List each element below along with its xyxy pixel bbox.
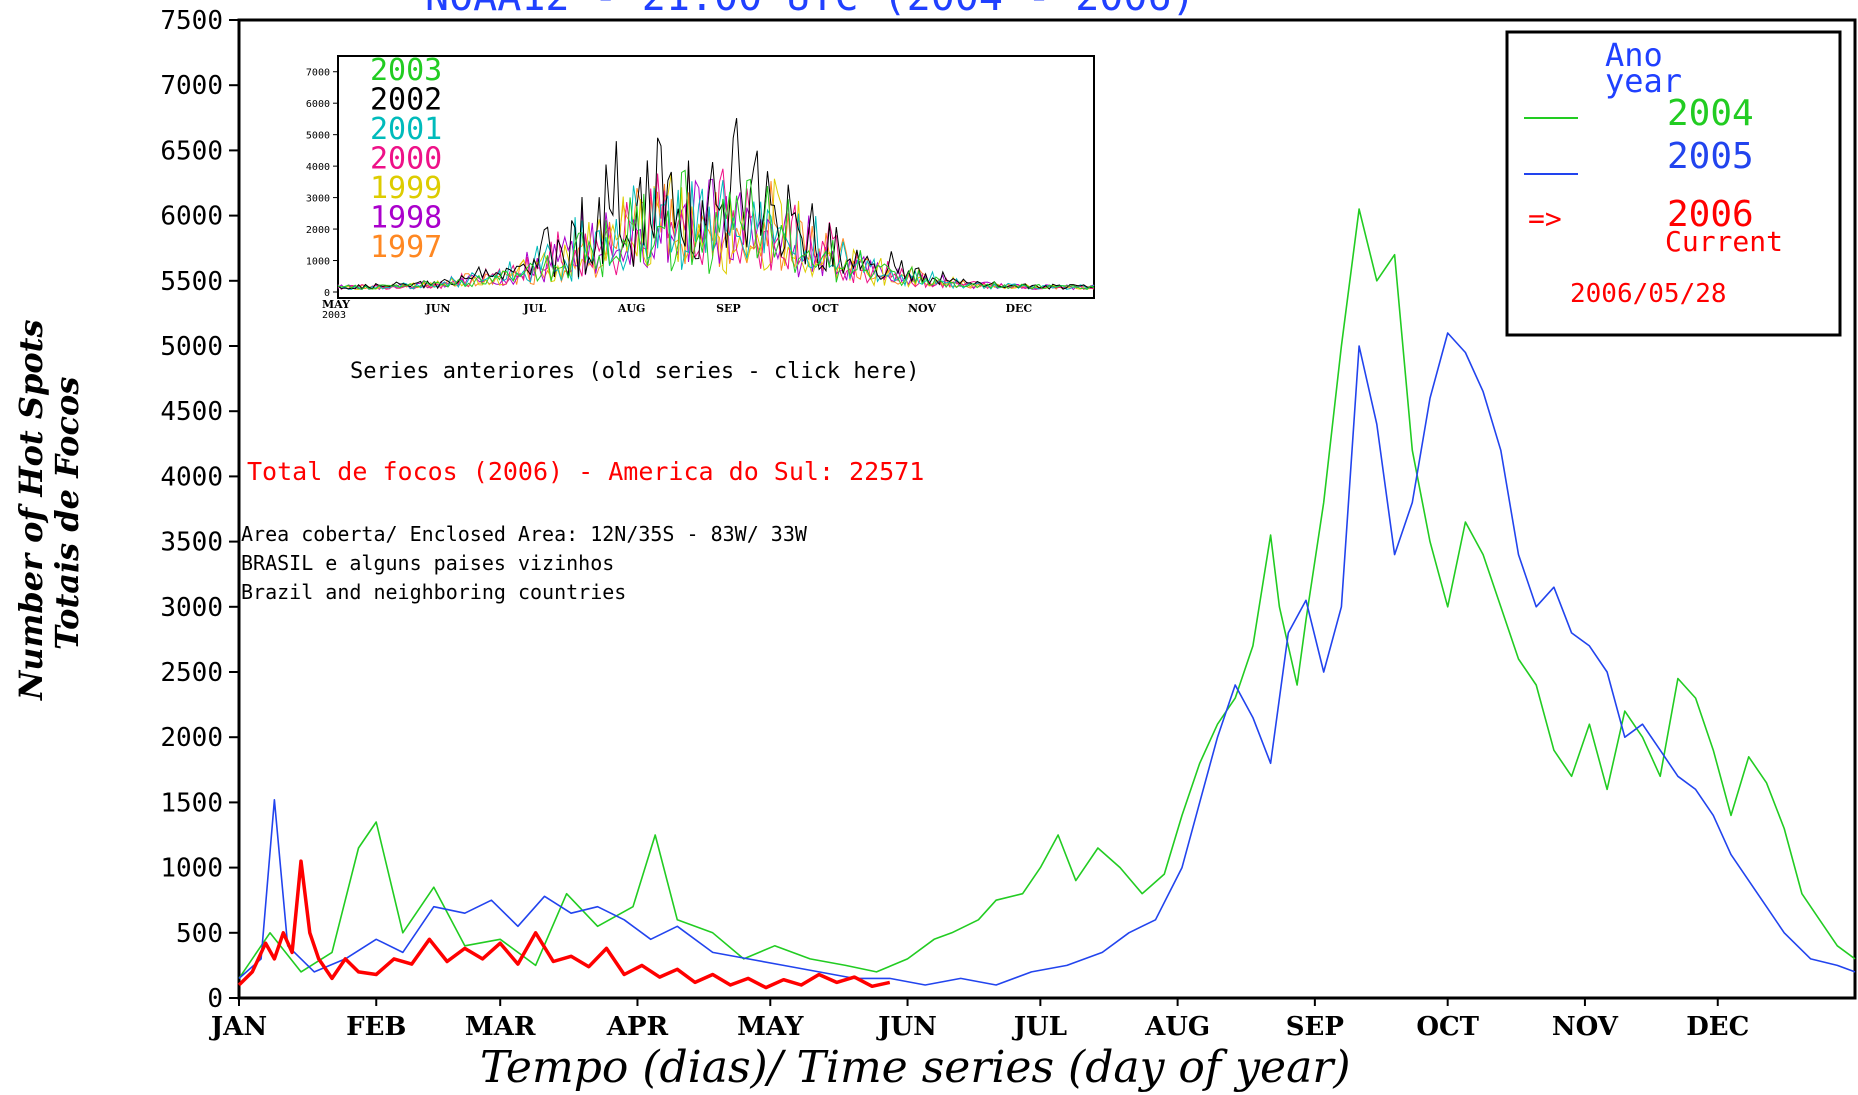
inset-x-tick-label: DEC <box>1005 302 1032 315</box>
inset-y-tick-label: 1000 <box>306 257 330 268</box>
series-line-2005 <box>238 332 1856 986</box>
inset-start-month: MAY <box>322 298 350 311</box>
y-tick-label: 5500 <box>160 267 223 297</box>
y-axis-ticks: 0 500 1000 1500 2000 2500 3000 3500 4000 4500 5000… <box>160 6 239 1014</box>
legend-heading-pt: Ano <box>1605 36 1663 74</box>
x-tick-label: DEC <box>1686 1012 1749 1042</box>
x-tick-label: SEP <box>1286 1012 1344 1042</box>
legend-date: 2006/05/28 <box>1570 279 1727 309</box>
x-tick-label: AUG <box>1144 1012 1210 1042</box>
y-tick-label: 7500 <box>160 6 223 36</box>
inset-year-label: 2001 <box>370 112 442 147</box>
legend-box <box>1505 30 1842 337</box>
inset-y-tick-label: 5000 <box>306 131 330 142</box>
x-tick-label: JAN <box>209 1012 267 1042</box>
y-tick-label: 7000 <box>160 71 223 101</box>
inset-year-label: 2002 <box>370 83 442 118</box>
y-tick-label: 4500 <box>160 397 223 427</box>
chart-title: NOAA12 - 21:00 UTC (2004 - 2006) <box>425 0 1196 20</box>
inset-x-tick-label: JUN <box>425 302 451 315</box>
inset-x-tick-label: SEP <box>716 302 741 315</box>
x-tick-label: NOV <box>1552 1012 1619 1042</box>
inset-x-tick-label: NOV <box>908 302 936 315</box>
legend-marker-2006: => <box>1528 202 1562 235</box>
area-annotation-1: Area coberta/ Enclosed Area: 12N/35S - 8… <box>241 522 808 546</box>
area-annotation-3: Brazil and neighboring countries <box>241 580 626 604</box>
x-tick-label: OCT <box>1416 1012 1479 1042</box>
series-lines <box>237 208 1856 990</box>
legend-label-2005: 2005 <box>1667 136 1754 177</box>
x-tick-label: JUN <box>876 1012 937 1042</box>
y-tick-label: 3500 <box>160 528 223 558</box>
inset-y-ticks: 0 1000 2000 3000 4000 5000 6000 7000 <box>306 68 338 299</box>
inset-x-tick-label: JUL <box>523 302 547 315</box>
series-line-2006 <box>237 859 891 990</box>
y-tick-label: 2500 <box>160 658 223 688</box>
inset-x-tick-label: OCT <box>812 302 839 315</box>
x-tick-label: MAY <box>737 1012 804 1042</box>
y-tick-label: 500 <box>176 919 223 949</box>
inset-series-line-1997 <box>337 181 1095 290</box>
total-annotation: Total de focos (2006) - America do Sul: … <box>247 457 924 486</box>
plot-frame <box>237 18 1857 1000</box>
inset-year-label: 1999 <box>370 171 442 206</box>
inset-year-label: 2003 <box>370 53 442 88</box>
y-tick-label: 2000 <box>160 723 223 753</box>
inset-y-tick-label: 6000 <box>306 99 330 110</box>
inset-series-line-2000 <box>337 165 1095 291</box>
inset-y-tick-label: 0 <box>324 288 330 299</box>
inset-year-label: 2000 <box>370 142 442 177</box>
y-tick-label: 6000 <box>160 202 223 232</box>
inset-x-tick-label: AUG <box>617 302 646 315</box>
legend: Ano year 2004 2005 => 2006 Current 2006/… <box>1505 30 1842 337</box>
y-axis-label-line1: Number of Hot Spots <box>12 320 50 701</box>
x-axis-months: JAN FEB MAR APR MAY JUN JUL AUG SEP OCT NOV DEC <box>209 998 1749 1042</box>
inset-series-line-2002 <box>337 118 1095 290</box>
x-tick-label: FEB <box>346 1012 406 1042</box>
x-tick-label: JUL <box>1012 1012 1067 1042</box>
area-annotation-2: BRASIL e alguns paises vizinhos <box>241 551 614 575</box>
inset-y-tick-label: 4000 <box>306 162 330 173</box>
x-axis-label: Tempo (dias)/ Time series (day of year) <box>480 1042 1351 1093</box>
x-tick-label: APR <box>606 1012 669 1042</box>
legend-heading-en: year <box>1605 62 1682 100</box>
y-tick-label: 5000 <box>160 332 223 362</box>
y-axis-label-line2: Totais de Focos <box>48 377 86 650</box>
legend-label-2004: 2004 <box>1667 93 1754 134</box>
legend-sublabel-current: Current <box>1665 225 1783 258</box>
y-tick-label: 4000 <box>160 462 223 492</box>
inset-y-tick-label: 7000 <box>306 68 330 79</box>
inset-y-tick-label: 3000 <box>306 194 330 205</box>
legend-label-2006: 2006 <box>1667 194 1754 235</box>
y-tick-label: 1000 <box>160 854 223 884</box>
inset-year-label: 1998 <box>370 201 442 236</box>
inset-start-year: 2003 <box>322 310 346 321</box>
inset-frame[interactable] <box>337 55 1095 299</box>
inset-year-label: 1997 <box>370 230 442 265</box>
old-series-link[interactable]: Series anteriores (old series - click he… <box>350 359 920 384</box>
y-tick-label: 6500 <box>160 136 223 166</box>
inset-y-tick-label: 2000 <box>306 225 330 236</box>
y-tick-label: 1500 <box>160 788 223 818</box>
y-tick-label: 3000 <box>160 593 223 623</box>
inset-series-lines <box>337 118 1095 291</box>
inset-series-line-2003 <box>337 169 1095 290</box>
x-tick-label: MAR <box>465 1012 536 1042</box>
y-tick-label: 0 <box>207 984 223 1014</box>
